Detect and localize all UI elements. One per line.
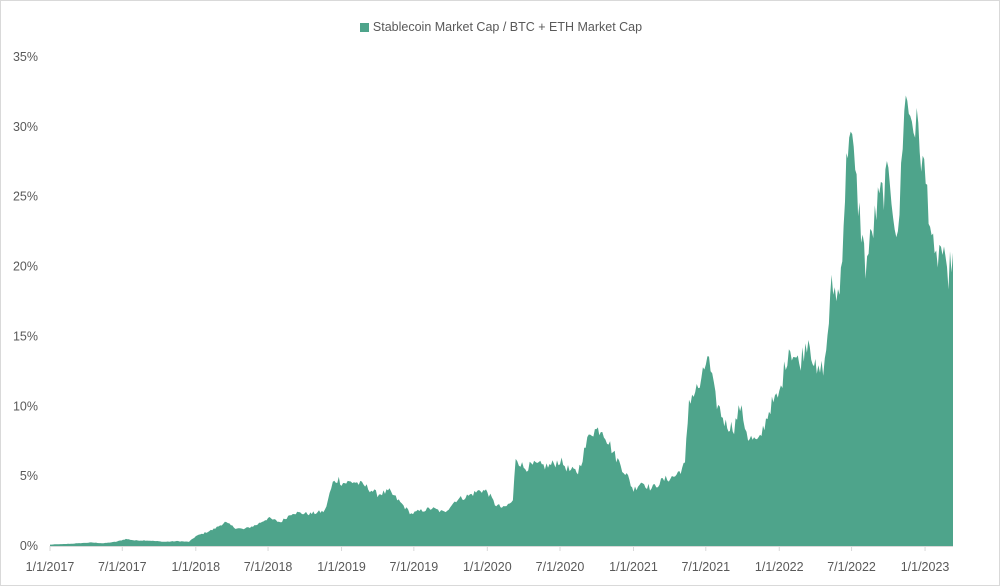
y-tick-label: 35% — [13, 50, 38, 64]
y-tick-label: 5% — [20, 469, 38, 483]
x-tick-label: 1/1/2022 — [755, 560, 804, 574]
y-tick-label: 10% — [13, 399, 38, 413]
x-tick-label: 7/1/2017 — [98, 560, 147, 574]
x-tick-label: 1/1/2017 — [26, 560, 75, 574]
y-tick-label: 30% — [13, 120, 38, 134]
legend-label: Stablecoin Market Cap / BTC + ETH Market… — [372, 20, 643, 34]
x-tick-label: 1/1/2023 — [901, 560, 950, 574]
x-tick-label: 7/1/2020 — [536, 560, 585, 574]
x-tick-label: 1/1/2018 — [171, 560, 220, 574]
x-tick-label: 1/1/2021 — [609, 560, 658, 574]
x-tick-label: 7/1/2018 — [244, 560, 293, 574]
axis-layer: 1/1/2017 7/1/2017 1/1/2018 7/1/2018 1/1/2019… — [13, 50, 953, 574]
y-tick-label: 0% — [20, 539, 38, 553]
area-layer — [50, 95, 953, 546]
x-tick-label: 7/1/2022 — [827, 560, 876, 574]
x-tick-label: 7/1/2021 — [681, 560, 730, 574]
x-tick-label: 7/1/2019 — [389, 560, 438, 574]
series-area — [50, 95, 953, 546]
y-tick-label: 25% — [13, 190, 38, 204]
y-tick-label: 20% — [13, 260, 38, 274]
chart-legend: Stablecoin Market Cap / BTC + ETH Market… — [1, 20, 1000, 34]
legend-swatch — [359, 23, 369, 32]
y-tick-label: 15% — [13, 329, 38, 343]
x-tick-label: 1/1/2020 — [463, 560, 512, 574]
x-tick-label: 1/1/2019 — [317, 560, 366, 574]
